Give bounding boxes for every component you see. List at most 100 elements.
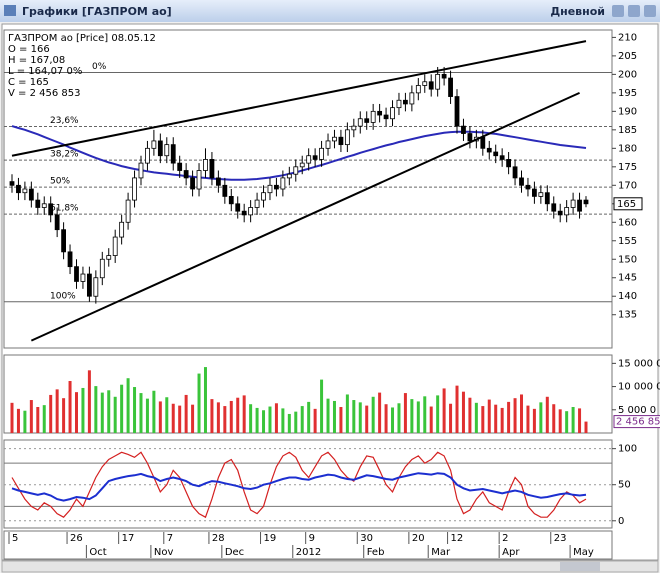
volume-bar <box>339 407 343 433</box>
candle-body <box>248 207 254 216</box>
volume-bar <box>481 406 485 433</box>
candle-body <box>454 96 460 127</box>
volume-bar <box>81 387 85 433</box>
trendline <box>30 91 580 342</box>
scroll-thumb[interactable] <box>560 562 600 571</box>
fib-label: 61,8% <box>50 204 79 214</box>
candle-body <box>512 166 518 179</box>
month-label: Apr <box>502 547 520 558</box>
volume-bar <box>449 403 453 433</box>
candle-body <box>312 155 318 160</box>
month-label: Dec <box>225 547 244 558</box>
candle-body <box>338 136 344 146</box>
volume-bar <box>584 421 588 433</box>
candle-body <box>532 188 537 197</box>
x-tick-label: 2 <box>502 533 508 544</box>
volume-bar <box>223 406 227 433</box>
candle-body <box>364 118 370 123</box>
candle-body <box>241 210 247 216</box>
candle-body <box>299 162 305 168</box>
date-axis <box>3 530 613 560</box>
timeframe[interactable]: Дневной <box>550 5 605 18</box>
last-price-box <box>613 197 643 211</box>
candle-body <box>209 159 215 179</box>
x-tick-label: 12 <box>451 533 464 544</box>
volume-bar <box>345 394 349 433</box>
x-tick-label: 20 <box>412 533 425 544</box>
candle-body <box>325 140 331 149</box>
info-line: O = 166 <box>8 44 50 55</box>
volume-bar <box>210 399 214 433</box>
candle-body <box>415 85 421 94</box>
volume-bar <box>16 408 20 433</box>
volume-bar <box>249 404 253 433</box>
volume-bar <box>242 395 246 433</box>
candle-body <box>164 144 170 157</box>
volume-bar <box>320 379 324 433</box>
volume-bar <box>326 398 330 433</box>
candle-body <box>519 177 524 186</box>
candle-body <box>286 173 292 179</box>
volume-bar <box>107 390 111 433</box>
volume-bar <box>352 400 356 433</box>
info-line: ГАЗПРОМ ао [Price] 08.05.12 <box>8 33 156 44</box>
volume-bar <box>494 404 498 433</box>
candle-body <box>16 184 21 194</box>
candle-body <box>157 140 163 157</box>
x-tick-label: 9 <box>309 533 315 544</box>
candle-body <box>538 192 544 197</box>
volume-bar <box>126 378 130 433</box>
candle-body <box>564 207 570 216</box>
candle-body <box>22 188 28 194</box>
fib-label: 0% <box>92 62 107 72</box>
month-label: May <box>573 547 594 558</box>
minimize-button[interactable] <box>612 5 624 17</box>
maximize-button[interactable] <box>628 5 640 17</box>
volume-bar <box>145 398 149 433</box>
volume-bar <box>229 400 233 433</box>
volume-bar <box>565 411 569 433</box>
candle-body <box>54 214 60 231</box>
volume-bar <box>571 407 575 433</box>
volume-bar <box>365 405 369 433</box>
scrollbar[interactable] <box>1 560 659 573</box>
x-tick-label: 7 <box>167 533 173 544</box>
y-tick-label: 150 <box>618 254 637 265</box>
candle-body <box>357 118 363 127</box>
close-button[interactable] <box>644 5 656 17</box>
volume-bar <box>397 403 401 433</box>
candle-body <box>319 147 324 160</box>
window-icon <box>4 5 16 16</box>
candle-body <box>190 177 195 190</box>
volume-bar <box>62 398 66 433</box>
y-tick-label: 160 <box>618 217 637 228</box>
volume-bar <box>474 402 478 433</box>
candle-body <box>9 181 15 186</box>
candle-body <box>293 166 299 175</box>
candle-body <box>228 195 234 205</box>
y-tick-label: 0 <box>618 516 624 527</box>
y-tick-label: 140 <box>618 291 637 302</box>
y-tick-label: 135 <box>618 310 637 321</box>
x-tick-label: 28 <box>212 533 225 544</box>
volume-bar <box>94 386 98 433</box>
volume-bar <box>68 381 72 433</box>
candle-body <box>428 81 434 90</box>
volume-bar <box>436 395 440 433</box>
volume-bar <box>294 411 298 433</box>
last-volume-box <box>613 415 660 429</box>
info-line: L = 164,07 0% <box>8 66 82 77</box>
y-tick-label: 50 <box>618 480 631 491</box>
candle-body <box>222 184 228 197</box>
candle-body <box>67 251 73 268</box>
last-volume-label: 2 456 85 <box>616 417 660 428</box>
candle-body <box>196 170 202 190</box>
x-tick-label: 19 <box>264 533 277 544</box>
candle-body <box>344 129 350 146</box>
x-tick-label: 23 <box>554 533 567 544</box>
volume-bar <box>133 387 137 433</box>
volume-bar <box>139 393 143 433</box>
info-line: H = 167,08 <box>8 55 65 66</box>
volume-bar <box>274 403 278 433</box>
candle-body <box>254 199 260 208</box>
